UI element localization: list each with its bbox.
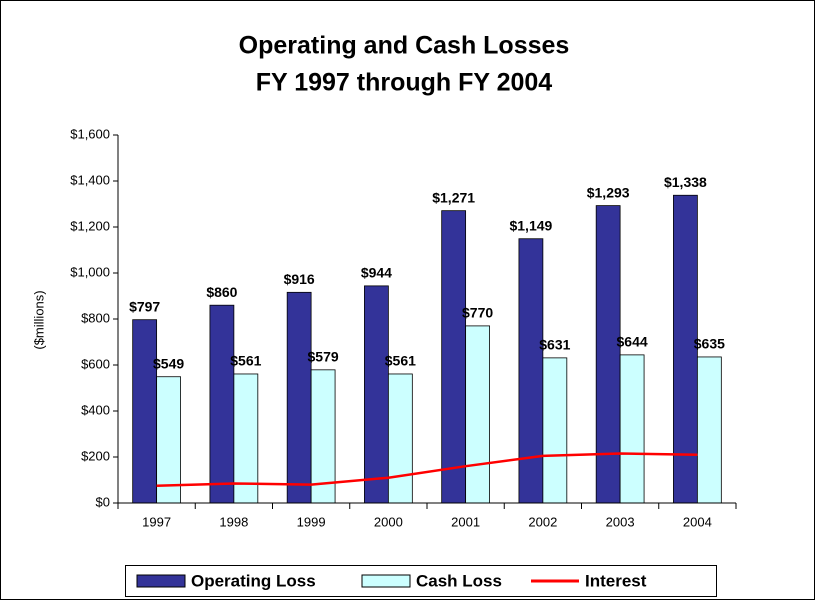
data-label: $549: [153, 355, 184, 371]
x-tick-label: 2001: [451, 514, 480, 529]
x-tick-label: 1997: [142, 514, 171, 529]
legend-swatch: [136, 574, 186, 588]
y-tick-label: $800: [81, 310, 110, 325]
legend-swatch: [361, 574, 411, 588]
y-tick-label: $1,600: [70, 126, 110, 141]
chart-title: FY 1997 through FY 2004: [256, 69, 553, 97]
data-label: $916: [284, 271, 315, 287]
x-tick-label: 1999: [297, 514, 326, 529]
bar: [465, 325, 490, 504]
legend-label: Interest: [585, 571, 647, 590]
data-label: $579: [308, 349, 339, 365]
data-label: $561: [385, 353, 416, 369]
y-tick-label: $400: [81, 402, 110, 417]
legend: [125, 565, 717, 597]
x-tick-label: 2004: [683, 514, 712, 529]
bar: [619, 354, 645, 504]
bar: [286, 291, 312, 504]
y-tick-label: $1,000: [70, 264, 110, 279]
data-label: $1,149: [509, 217, 552, 233]
legend-label: Cash Loss: [416, 571, 502, 590]
data-label: $631: [539, 337, 570, 353]
data-label: $644: [617, 334, 648, 350]
line: [156, 452, 698, 487]
bar: [542, 357, 568, 504]
legend-label: Operating Loss: [191, 571, 316, 590]
data-label: $860: [206, 284, 237, 300]
bar: [518, 238, 544, 504]
x-tick-label: 1998: [219, 514, 248, 529]
y-tick-label: $0: [96, 494, 110, 509]
x-tick-label: 2003: [606, 514, 635, 529]
bar: [132, 319, 158, 504]
bar: [595, 205, 621, 504]
data-label: $635: [694, 336, 725, 352]
data-label: $1,293: [587, 184, 630, 200]
bar: [387, 373, 413, 504]
y-tick-label: $1,200: [70, 218, 110, 233]
data-label: $1,338: [664, 174, 707, 190]
data-label: $797: [129, 298, 160, 314]
data-label: $944: [361, 265, 392, 281]
y-tick-label: $200: [81, 448, 110, 463]
chart-title: Operating and Cash Losses: [239, 32, 570, 60]
data-label: $561: [230, 353, 261, 369]
y-tick-label: $600: [81, 356, 110, 371]
x-tick-label: 2002: [528, 514, 557, 529]
bar: [441, 210, 467, 504]
bar: [364, 285, 389, 504]
data-label: $1,271: [432, 189, 475, 205]
bar: [696, 356, 722, 504]
x-tick-label: 2000: [374, 514, 403, 529]
y-axis-label: ($millions): [31, 290, 46, 349]
data-label: $770: [462, 305, 493, 321]
y-tick-label: $1,400: [70, 172, 110, 187]
bar: [209, 304, 235, 504]
